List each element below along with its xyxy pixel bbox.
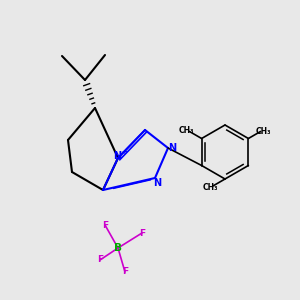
Text: B: B [114,243,122,253]
Text: CH₃: CH₃ [179,126,194,135]
Text: F: F [102,220,108,230]
Text: CH₃: CH₃ [256,127,271,136]
Text: +: + [121,149,127,155]
Text: F: F [97,256,103,265]
Text: N: N [168,143,176,153]
Text: CH₃: CH₃ [202,182,218,191]
Text: N: N [113,151,121,161]
Text: N: N [153,178,161,188]
Text: F: F [122,268,128,277]
Text: F: F [139,229,145,238]
